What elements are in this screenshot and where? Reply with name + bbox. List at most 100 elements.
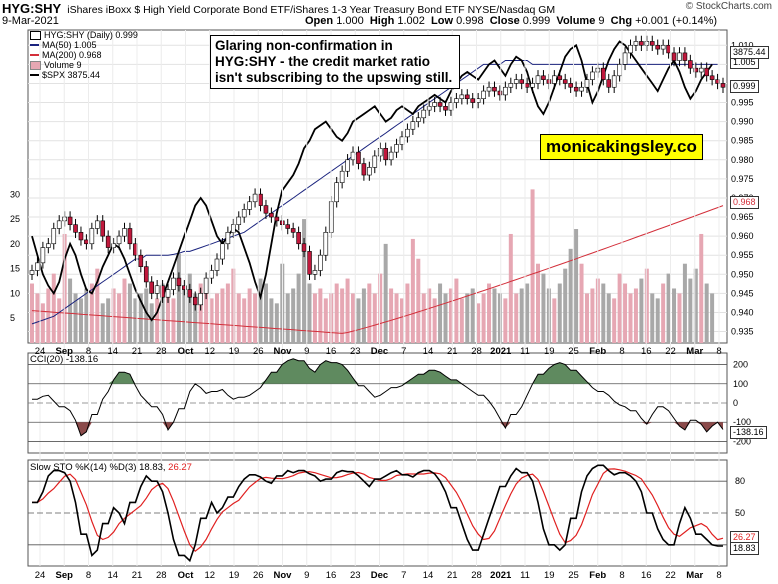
price-tick-label: 0.945 <box>731 288 754 298</box>
candle-body <box>100 220 106 237</box>
candle-body <box>94 220 100 229</box>
volume-bar <box>351 293 356 343</box>
x-tick-label: 28 <box>471 346 482 357</box>
candle-body <box>236 216 242 225</box>
candle-body <box>524 83 530 88</box>
volume-bar <box>340 288 345 343</box>
volume-bar <box>519 288 524 343</box>
candle-body <box>421 109 427 119</box>
candle-body <box>318 254 323 271</box>
volume-bar <box>269 298 274 343</box>
volume-bar <box>236 293 241 343</box>
volume-bar <box>378 273 383 343</box>
volume-bar <box>57 298 62 343</box>
volume-bar <box>155 298 160 343</box>
candle-body <box>486 86 492 92</box>
volume-bar <box>536 263 541 343</box>
volume-bar <box>193 293 198 343</box>
volume-bar <box>285 293 290 343</box>
candle-body <box>644 41 650 46</box>
volume-bar <box>688 278 693 343</box>
volume-bar <box>465 293 470 343</box>
x-tick-label-bottom: Oct <box>178 570 195 581</box>
candle-body <box>127 228 133 245</box>
volume-bar <box>176 253 181 343</box>
volume-bar <box>209 298 214 343</box>
volume-bar <box>160 283 165 343</box>
volume-bar <box>127 283 132 343</box>
volume-bar <box>612 298 617 343</box>
candle-body <box>454 98 459 103</box>
candle-body <box>443 106 448 111</box>
candle-body <box>508 83 514 88</box>
candle-body <box>285 224 291 229</box>
candle-body <box>323 232 329 256</box>
volume-bar <box>182 288 187 343</box>
sto-k-badge: 18.83 <box>730 542 759 555</box>
volume-bar <box>432 298 437 343</box>
volume-bar <box>650 293 655 343</box>
volume-bar <box>639 278 644 343</box>
candle-body <box>628 44 633 54</box>
candle-body <box>426 106 432 111</box>
candle-body <box>35 262 40 271</box>
x-tick-label: 7 <box>401 346 406 357</box>
candle-body <box>383 148 388 161</box>
price-tick-label: 0.975 <box>731 174 754 184</box>
candle-body <box>29 270 35 275</box>
volume-bar <box>552 298 557 343</box>
x-tick-label: 16 <box>326 346 337 357</box>
volume-bar <box>312 293 317 343</box>
volume-bar <box>628 293 633 343</box>
x-tick-label: 8 <box>619 346 624 357</box>
cci-panel-frame <box>27 352 728 454</box>
volume-tick-label: 5 <box>10 313 15 323</box>
spx-overlay-line <box>31 40 713 322</box>
candle-body <box>720 83 726 88</box>
volume-bar <box>291 288 296 343</box>
volume-bar <box>51 273 56 343</box>
annotation-note: Glaring non-confirmation in HYG:SHY - th… <box>210 35 460 89</box>
cci-line <box>32 358 724 437</box>
volume-bar <box>296 273 301 343</box>
candle-body <box>568 83 573 88</box>
ma200-line <box>31 205 724 334</box>
candle-body <box>247 201 252 210</box>
candle-body <box>377 148 383 157</box>
candle-body <box>182 285 187 290</box>
x-tick-label-bottom: 14 <box>423 570 434 581</box>
x-tick-label: 2021 <box>490 346 512 357</box>
candle-body <box>51 228 57 245</box>
candle-body <box>464 94 470 100</box>
candle-body <box>704 67 709 77</box>
price-tick-label: 0.940 <box>731 307 754 317</box>
candle-body <box>416 117 421 122</box>
x-tick-label-bottom: 25 <box>568 570 579 581</box>
volume-bar <box>514 293 519 343</box>
volume-bar <box>166 293 171 343</box>
volume-bar <box>454 278 459 343</box>
volume-bar <box>563 268 568 343</box>
candle-body <box>470 98 476 103</box>
volume-bar <box>198 283 203 343</box>
x-tick-label-bottom: 14 <box>107 570 118 581</box>
volume-bar <box>606 293 611 343</box>
candle-body <box>231 224 236 233</box>
cci-tick-label: -100 <box>733 417 751 427</box>
volume-bar <box>73 293 78 343</box>
x-tick-label-bottom: Dec <box>371 570 388 581</box>
candle-body <box>334 182 339 203</box>
x-tick-label: 22 <box>665 346 676 357</box>
volume-bar <box>149 303 154 343</box>
volume-bar <box>704 283 709 343</box>
candle-body <box>405 128 410 138</box>
candle-body <box>252 193 258 203</box>
candle-body <box>350 151 356 161</box>
x-tick-label: 11 <box>520 346 530 357</box>
x-tick-label: 21 <box>447 346 458 357</box>
candle-body <box>693 67 699 73</box>
volume-bar <box>416 258 421 343</box>
price-tick-label: 0.995 <box>731 98 754 108</box>
volume-bar <box>133 298 138 343</box>
x-tick-label-bottom: Nov <box>274 570 293 581</box>
